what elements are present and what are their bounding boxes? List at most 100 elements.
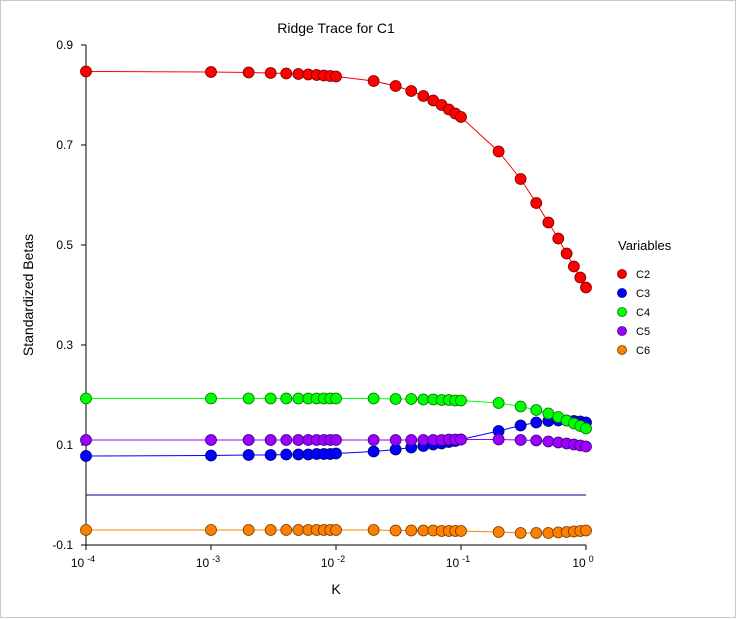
data-point — [389, 434, 402, 446]
data-point — [530, 527, 543, 539]
data-point — [280, 434, 293, 446]
data-point — [330, 447, 342, 460]
data-point — [330, 524, 342, 536]
legend-marker — [617, 269, 627, 279]
data-point — [514, 400, 527, 413]
data-point — [242, 434, 255, 446]
y-ticks: -0.1 0.1 0.3 0.5 0.7 0.9 — [52, 38, 86, 552]
data-point — [205, 449, 217, 462]
data-point — [242, 449, 255, 461]
legend-marker — [617, 326, 627, 336]
legend-item-c5: C5 — [617, 326, 650, 338]
data-point — [264, 67, 277, 79]
data-point — [280, 392, 293, 405]
data-point — [389, 524, 402, 537]
data-point — [405, 393, 418, 405]
data-point — [542, 216, 555, 229]
data-point — [417, 90, 430, 102]
data-point — [455, 433, 467, 446]
data-point — [242, 392, 255, 405]
data-point — [389, 80, 402, 92]
data-point — [560, 247, 573, 260]
data-point — [405, 434, 418, 446]
data-point — [292, 448, 305, 461]
data-point — [417, 434, 430, 446]
data-point — [580, 524, 592, 537]
data-point — [514, 527, 527, 539]
data-point — [205, 392, 217, 405]
legend-label: C2 — [636, 269, 650, 281]
data-point — [530, 197, 543, 209]
y-tick-label: -0.1 — [52, 538, 73, 552]
data-point — [367, 434, 380, 446]
chart-title: Ridge Trace for C1 — [277, 20, 395, 36]
y-tick-label: 0.7 — [56, 138, 73, 152]
data-point — [80, 434, 92, 446]
x-tick-label: 10 0 — [572, 554, 593, 570]
legend-marker — [617, 288, 627, 298]
data-point — [330, 392, 342, 405]
data-point — [580, 422, 592, 435]
data-point — [530, 416, 543, 429]
series-c6 — [80, 524, 592, 539]
data-point — [367, 392, 380, 405]
data-point — [264, 392, 277, 405]
data-point — [580, 440, 592, 453]
data-point — [367, 524, 380, 536]
x-axis-label: K — [331, 581, 341, 597]
x-tick-label: 10 -1 — [446, 554, 470, 570]
legend-label: C5 — [636, 326, 650, 338]
data-point — [455, 525, 467, 537]
data-point — [567, 260, 580, 273]
x-tick-label: 10 -4 — [71, 554, 95, 570]
data-point — [542, 407, 555, 420]
data-point — [280, 67, 293, 80]
data-point — [492, 433, 505, 446]
data-point — [514, 434, 527, 446]
legend-title: Variables — [618, 238, 672, 253]
data-point — [417, 524, 430, 537]
data-point — [292, 524, 305, 536]
data-point — [542, 435, 555, 448]
data-point — [205, 434, 217, 446]
data-point — [367, 75, 380, 87]
data-point — [492, 397, 505, 409]
legend-item-c3: C3 — [617, 288, 650, 300]
data-point — [242, 66, 255, 79]
data-point — [292, 68, 305, 80]
data-point — [389, 393, 402, 405]
legend-marker — [617, 307, 627, 317]
legend-label: C3 — [636, 288, 650, 300]
legend-item-c2: C2 — [617, 269, 650, 281]
data-point — [205, 66, 217, 78]
legend: Variables C2 C3 C4 C5 C6 — [617, 238, 672, 357]
data-point — [405, 85, 418, 97]
data-point — [574, 271, 587, 284]
data-point — [330, 70, 342, 83]
data-point — [455, 111, 467, 123]
data-point — [264, 434, 277, 446]
data-point — [264, 524, 277, 536]
data-point — [80, 392, 92, 405]
data-point — [417, 393, 430, 406]
y-tick-label: 0.3 — [56, 338, 73, 352]
legend-label: C4 — [636, 307, 650, 319]
data-point — [292, 392, 305, 405]
legend-marker — [617, 345, 627, 355]
data-point — [205, 524, 217, 536]
data-point — [514, 419, 527, 432]
x-tick-label: 10 -3 — [196, 554, 220, 570]
legend-item-c6: C6 — [617, 345, 650, 357]
y-tick-label: 0.1 — [56, 438, 73, 452]
legend-label: C6 — [636, 345, 650, 357]
data-point — [80, 65, 92, 78]
data-point — [580, 281, 592, 294]
y-tick-label: 0.5 — [56, 238, 73, 252]
data-point — [514, 173, 527, 185]
data-point — [280, 524, 293, 536]
series-line-c2 — [85, 71, 587, 288]
legend-item-c4: C4 — [617, 307, 650, 319]
data-point — [492, 145, 505, 158]
